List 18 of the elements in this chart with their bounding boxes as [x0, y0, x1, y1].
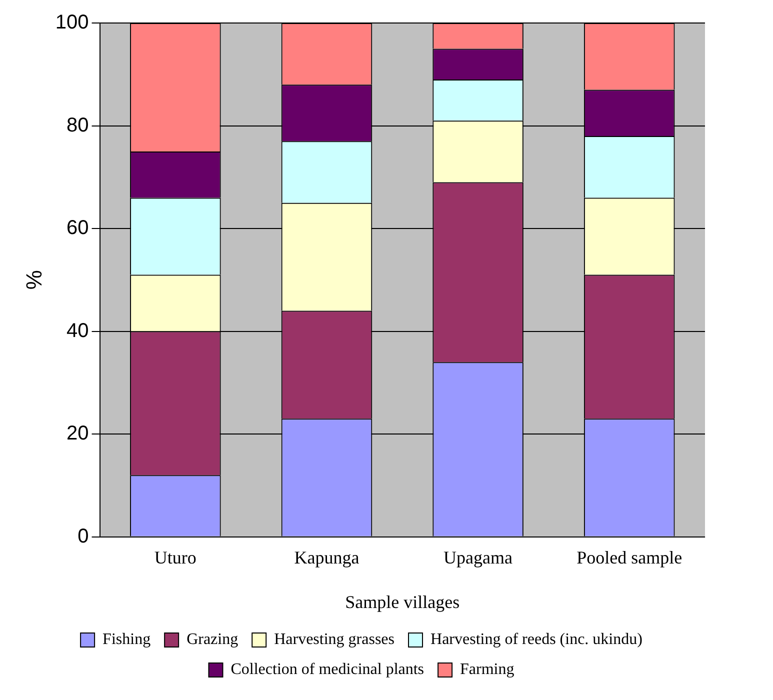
legend-label: Collection of medicinal plants: [230, 661, 424, 678]
x-tick-label: Upagama: [444, 547, 513, 568]
legend-label: Harvesting grasses: [274, 631, 395, 648]
x-tick-label: Kapunga: [294, 547, 360, 568]
y-tick-label: 60: [66, 217, 89, 240]
y-tick-label: 100: [55, 12, 89, 34]
legend-label: Harvesting of reeds (inc. ukindu): [430, 631, 642, 648]
x-tick-label: Pooled sample: [576, 547, 682, 568]
y-tick-label: 20: [66, 422, 89, 445]
x-tick-label: Uturo: [154, 547, 196, 568]
y-tick-label: 0: [78, 525, 89, 548]
legend-label: Grazing: [186, 631, 238, 648]
legend-label: Farming: [460, 661, 514, 678]
legend-label: Fishing: [102, 631, 151, 648]
y-axis-title: %: [21, 270, 46, 290]
y-tick-label: 80: [66, 114, 89, 136]
x-axis-title: Sample villages: [345, 592, 460, 612]
y-tick-label: 40: [66, 320, 89, 342]
